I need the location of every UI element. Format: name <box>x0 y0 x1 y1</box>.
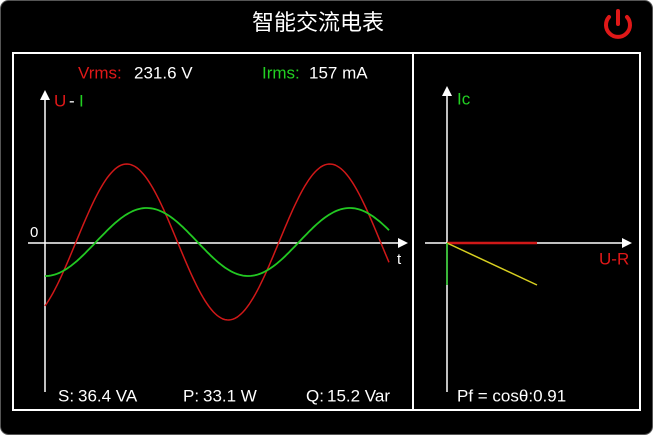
p-value: 33.1 W <box>203 386 257 405</box>
s-label: S: <box>58 386 74 405</box>
voltage-wave <box>44 163 390 321</box>
vrms-label: Vrms: <box>78 63 122 82</box>
vrms-value: 231.6 V <box>134 63 193 82</box>
axis-t: t <box>397 251 402 268</box>
irms-value: 157 mA <box>309 63 368 82</box>
origin-label: 0 <box>30 224 38 241</box>
axis-i: I <box>79 91 84 110</box>
axis-ic: Ic <box>457 89 471 108</box>
title: 智能交流电表 <box>252 10 384 35</box>
current-phasor <box>446 242 538 286</box>
q-value: 15.2 Var <box>327 386 390 405</box>
panel <box>12 52 641 411</box>
power-button[interactable] <box>604 9 632 39</box>
axis-sep: - <box>69 91 75 110</box>
power-factor: Pf = cosθ:0.91 <box>457 386 566 405</box>
q-label: Q: <box>306 386 324 405</box>
current-wave <box>45 207 390 277</box>
axis-u: U <box>54 91 66 110</box>
p-label: P: <box>183 386 199 405</box>
axis-ur: U-R <box>599 249 629 268</box>
waveform-axes <box>28 98 400 392</box>
irms-label: Irms: <box>262 63 300 82</box>
s-value: 36.4 VA <box>78 386 138 405</box>
